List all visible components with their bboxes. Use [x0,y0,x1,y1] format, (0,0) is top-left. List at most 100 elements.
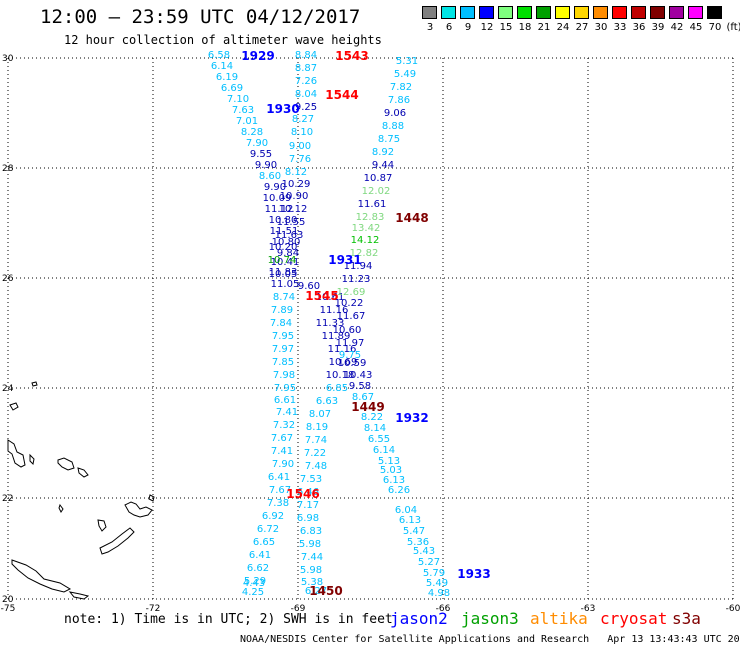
swh-reading: 11.97 [336,338,365,349]
pass-time-label: 1450 [309,584,342,598]
swh-reading: 7.32 [273,420,295,431]
swh-reading: 5.49 [426,578,448,589]
coastline [31,381,38,387]
swh-reading: 6.85 [326,383,348,394]
swh-reading: 6.14 [373,445,395,456]
swh-reading: 8.28 [241,127,263,138]
swh-reading: 9.90 [264,182,286,193]
pass-time-label: 1448 [395,211,428,225]
swh-reading: 10.87 [364,173,393,184]
swh-reading: 6.13 [383,475,405,486]
swh-reading: 8.10 [291,127,313,138]
swh-reading: 7.41 [276,407,298,418]
swh-reading: 11.23 [342,274,371,285]
swh-reading: 10.29 [282,179,311,190]
swh-reading: 8.12 [285,167,307,178]
swh-reading: 6.27 [305,586,327,597]
coastline [77,467,89,478]
legend-label: 36 [632,22,646,33]
swh-reading: 6.65 [253,537,275,548]
legend-swatch [574,6,589,19]
swh-reading: 9.75 [339,350,361,361]
swh-reading: 7.17 [297,500,319,511]
swh-reading: 7.97 [272,344,294,355]
swh-reading: 5.27 [418,557,440,568]
swh-reading: 6.14 [211,61,233,72]
swh-reading: 10.09 [263,193,292,204]
swh-reading: 10.80 [272,237,301,248]
swh-reading: 11.55 [277,217,306,228]
swh-reading: 10.12 [279,204,308,215]
legend-swatch [517,6,532,19]
swh-reading: 7.89 [271,305,293,316]
pass-time-label: 1930 [266,102,299,116]
legend-swatch [612,6,627,19]
swh-reading: 8.22 [361,412,383,423]
swh-reading: 8.07 [309,409,331,420]
swh-reading: 11.94 [344,261,373,272]
satellite-cryosat: cryosat [600,609,668,628]
legend-label: 33 [613,22,627,33]
satellite-altika: altika [530,609,588,628]
swh-reading: 7.86 [388,95,410,106]
coastline [57,457,75,471]
swh-reading: 6.19 [216,72,238,83]
coastline [99,527,135,555]
legend-label: 18 [518,22,532,33]
lat-tick-label: 30 [2,54,14,64]
swh-reading: 9.58 [349,381,371,392]
swh-reading: 7.90 [272,459,294,470]
swh-reading: 6.41 [268,472,290,483]
swh-reading: 6.55 [368,434,390,445]
swh-reading: 6.04 [395,505,417,516]
page-title: 12:00 – 23:59 UTC 04/12/2017 [40,6,361,28]
swh-reading: 7.38 [267,498,289,509]
swh-reading: 4.25 [242,587,264,598]
swh-reading: 14.12 [351,235,380,246]
legend-swatch [707,6,722,19]
legend-swatch [688,6,703,19]
swh-reading: 7.76 [289,154,311,165]
swh-reading: 10.43 [344,370,373,381]
legend-swatch [441,6,456,19]
swh-reading: 6.98 [297,513,319,524]
swh-reading: 6.58 [208,50,230,61]
swh-reading: 9.60 [298,281,320,292]
swh-reading: 8.92 [372,147,394,158]
swh-reading: 4.43 [243,578,265,589]
coastline [97,519,107,532]
swh-reading: 9.25 [295,102,317,113]
swh-reading: 10.80 [269,215,298,226]
swh-reading: 12.82 [350,248,379,259]
swh-reading: 8.14 [364,423,386,434]
swh-reading: 11.33 [316,318,345,329]
swh-reading: 10.61 [316,292,345,303]
legend-label: (ft) [726,22,740,33]
swh-reading: 12.02 [362,186,391,197]
legend-label: 42 [670,22,684,33]
legend-swatch [536,6,551,19]
swh-reading: 8.27 [292,114,314,125]
swh-reading: 8.75 [378,134,400,145]
legend-label: 45 [689,22,703,33]
swh-reading: 6.21 [0,0,11,3]
swh-reading: 8.84 [295,50,317,61]
satellite-s3a: s3a [672,609,701,628]
coastline [11,559,72,593]
page-subtitle: 12 hour collection of altimeter wave hei… [64,33,382,47]
swh-reading: 7.84 [270,318,292,329]
pass-time-label: 1933 [457,567,490,581]
swh-reading: 6.72 [257,524,279,535]
coastline [29,453,35,466]
swh-reading: 8.88 [382,121,404,132]
swh-reading: 5.79 [423,568,445,579]
swh-reading: 10.60 [333,325,362,336]
swh-reading: 10.20 [269,242,298,253]
pass-time-label: 1929 [241,49,274,63]
swh-reading: 5.49 [394,69,416,80]
swh-reading: 7.95 [272,331,294,342]
swh-reading: 6.63 [316,396,338,407]
swh-reading: 9.55 [250,149,272,160]
legend-label: 3 [426,22,434,33]
legend-swatch [669,6,684,19]
